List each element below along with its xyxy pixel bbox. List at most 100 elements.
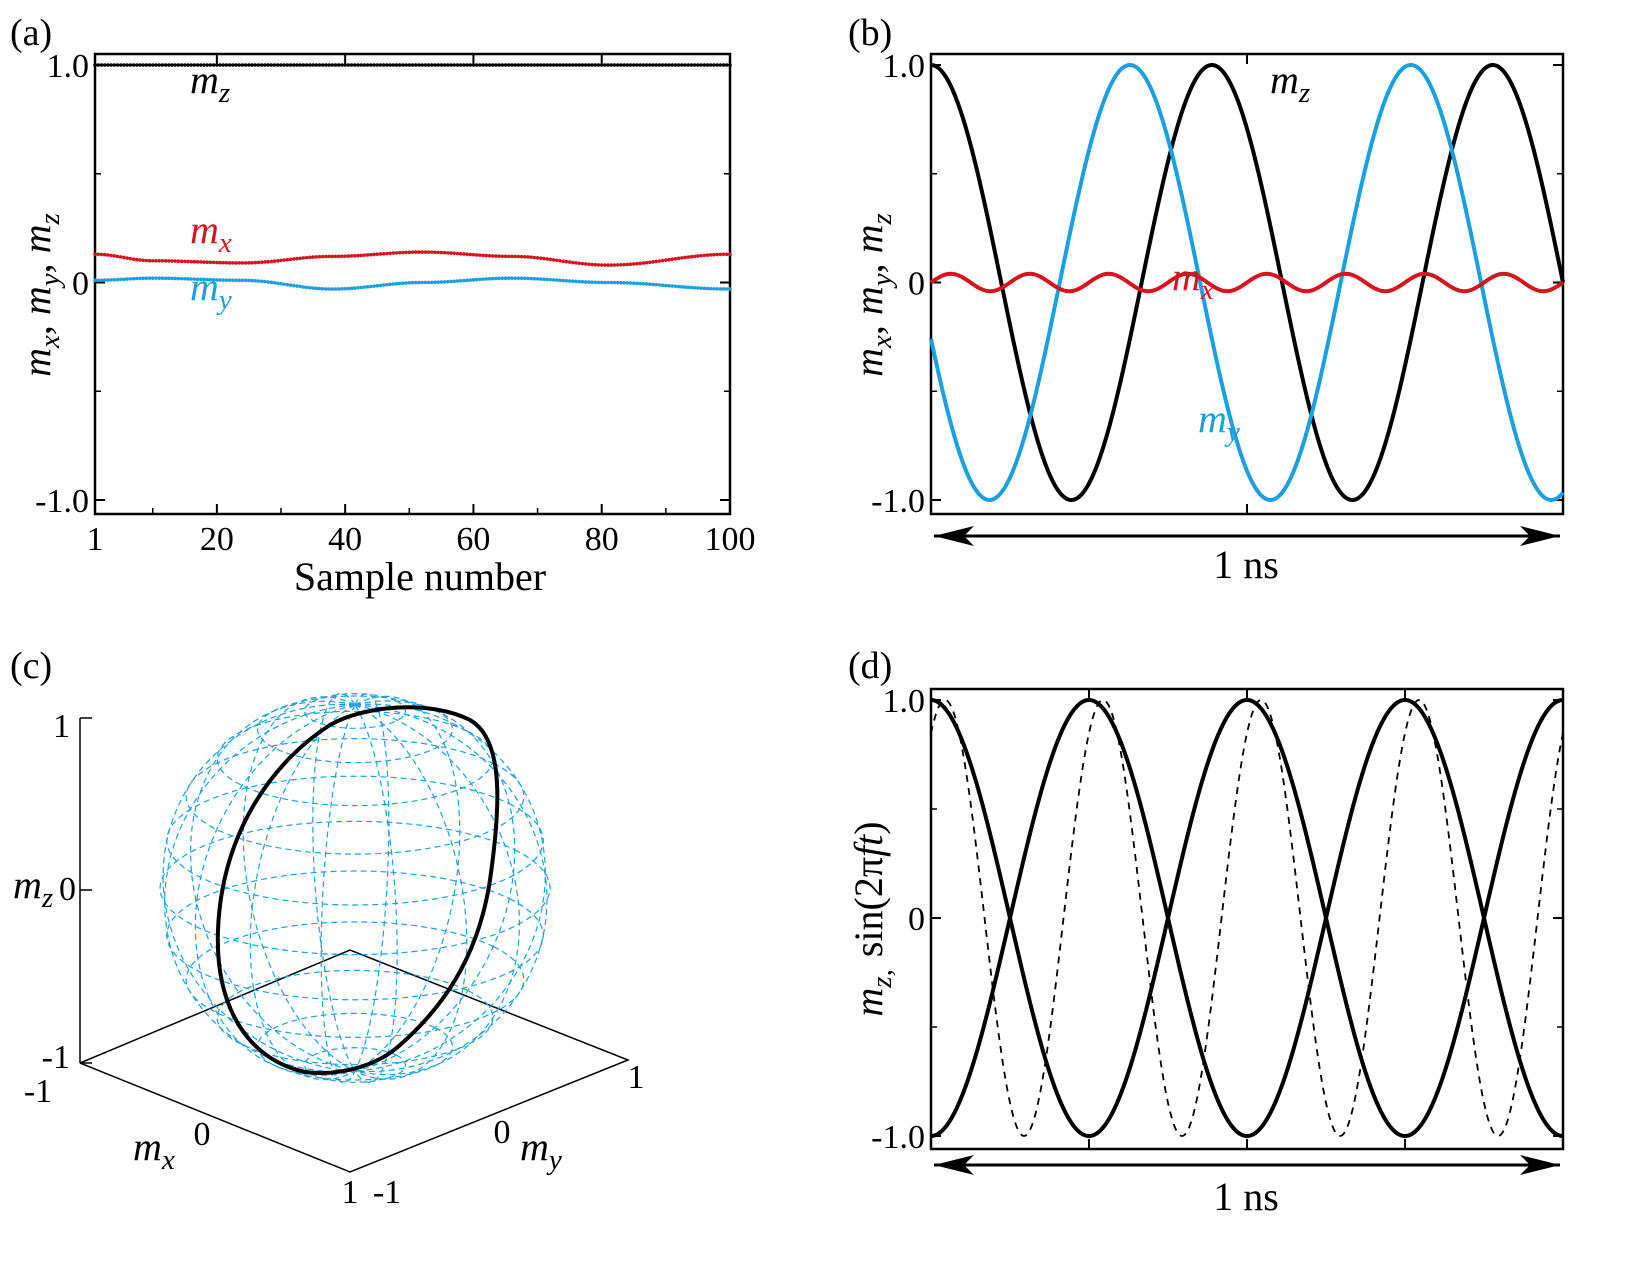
panel-a-point [301, 256, 306, 260]
panel-a-point [689, 63, 694, 67]
panel-a-frame [93, 52, 732, 516]
panel-a-point [676, 284, 681, 289]
panel-c-meridian [354, 704, 468, 1080]
panel-a-point [397, 63, 402, 67]
panel-a-point [340, 254, 344, 259]
panel-a-point [154, 276, 158, 280]
panel-a-point [442, 250, 447, 255]
panel-a-point [526, 276, 530, 281]
panel-a-point [324, 287, 328, 291]
panel-b: (b) 1.0 0 -1.0 mx, my, mz mz mx my 1 ns [846, 12, 1565, 587]
panel-a-point [176, 259, 181, 263]
panel-c-y-tick-minus1: -1 [373, 1174, 401, 1211]
panel-a-point [590, 262, 594, 267]
panel-a-point [343, 286, 347, 291]
panel-a-point [449, 63, 453, 67]
panel-a-point [481, 277, 485, 281]
panel-a-xtick-label: 60 [456, 521, 490, 558]
panel-c-meridian [354, 704, 548, 1073]
panel-a-point [718, 252, 723, 257]
panel-a-point [516, 63, 521, 67]
panel-a-point [545, 63, 549, 67]
panel-a-point [490, 63, 495, 67]
panel-a-point [660, 63, 665, 67]
panel-a-point [413, 280, 418, 285]
panel-a-point [696, 286, 700, 290]
panel-a-point [417, 280, 421, 285]
panel-a-point [612, 280, 617, 285]
panel-a-point [401, 63, 405, 67]
panel-b-series-m-x [929, 271, 1565, 294]
panel-a-point [154, 258, 158, 263]
panel-a-point [715, 287, 719, 291]
panel-a-point [330, 254, 335, 259]
panel-a-point [596, 63, 601, 67]
panel-a-point [436, 250, 440, 255]
panel-a-point [276, 63, 280, 67]
panel-a-point [478, 63, 482, 67]
panel-a-point [455, 279, 460, 283]
panel-a-point [308, 285, 312, 290]
panel-a-point [599, 263, 604, 267]
panel-a-point [176, 276, 181, 281]
panel-a-point [664, 258, 668, 262]
panel-a-point [385, 63, 389, 67]
panel-a-point [484, 277, 489, 281]
panel-c-label: (c) [10, 645, 52, 687]
panel-a-point [689, 285, 694, 290]
panel-a-point [388, 251, 392, 256]
panel-a-point [619, 63, 623, 67]
panel-d-series-m-z-b- [930, 697, 1564, 1139]
panel-a-point [648, 260, 652, 265]
panel-a-point [670, 257, 675, 262]
panel-a-point [122, 63, 126, 67]
panel-a-point [118, 255, 123, 259]
panel-a-point [359, 253, 363, 258]
panel-d-frame [929, 687, 1565, 1151]
panel-a-point [593, 262, 598, 267]
panel-a-point [115, 254, 120, 259]
panel-a-point [237, 63, 242, 67]
panel-a-point [571, 63, 575, 67]
panel-a-point [718, 287, 723, 291]
panel-a-point [458, 251, 463, 256]
panel-a-point [587, 280, 591, 284]
panel-a-point [641, 261, 646, 265]
panel-a-point [638, 281, 643, 286]
panel-a-point [670, 284, 675, 288]
panel-a-point [134, 257, 139, 262]
panel-a-point [144, 276, 149, 281]
panel-a-point [394, 281, 399, 286]
panel-a-point [282, 63, 287, 67]
panel-a-point [490, 276, 495, 281]
panel-c-meridian [242, 696, 356, 1072]
panel-a-point [628, 63, 633, 67]
panel-a-point [292, 283, 296, 288]
panel-a-point [317, 286, 322, 291]
panel-a-point [442, 63, 447, 67]
panel-a-point [128, 277, 133, 281]
panel-d-label: (d) [848, 645, 892, 687]
panel-a-point [728, 63, 732, 67]
panel-a-point [253, 260, 258, 265]
panel-a-point [263, 279, 267, 284]
panel-a-point [256, 279, 261, 283]
panel-c-x-label: mx [133, 1124, 175, 1176]
panel-a-point [497, 276, 501, 281]
panel-a-point [423, 280, 428, 285]
panel-a-point [708, 286, 713, 291]
panel-a-point [657, 259, 662, 263]
panel-a-point [173, 63, 177, 67]
panel-a-point [407, 281, 412, 285]
panel-a-point [163, 276, 168, 281]
panel-a-my-label: my [190, 264, 232, 316]
panel-a-point [160, 63, 165, 67]
panel-a-point [102, 278, 107, 282]
panel-a-point [343, 63, 347, 67]
panel-a-point [551, 63, 556, 67]
panel-a-point [138, 258, 142, 262]
panel-a-point [532, 276, 537, 281]
panel-a-point [330, 287, 335, 291]
panel-a-point [106, 278, 110, 282]
panel-a-point [529, 255, 533, 260]
